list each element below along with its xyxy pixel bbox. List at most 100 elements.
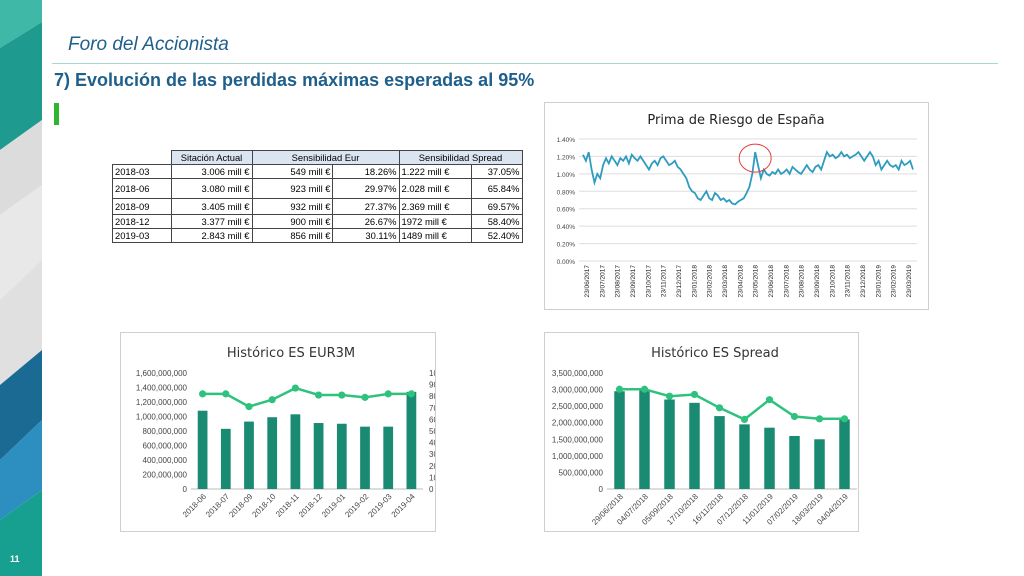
y-tick-label: 3,000,000,000 [552,386,604,395]
x-tick-label: 2019-03 [366,492,394,520]
x-tick-label: 23/06/2017 [584,265,591,298]
table-cell: 27.37% [332,198,400,215]
chart-title: Histórico ES Spread [651,346,779,361]
table-row: 2019-03 2.843 mill € 856 mill € 30.11% 1… [112,228,523,243]
bar [839,419,850,489]
table-cell: 26.67% [332,214,400,229]
y2-tick-label: 10 [429,473,435,482]
line-point [815,415,824,423]
x-tick-label: 23/08/2017 [615,265,622,298]
table-cell: 2.028 mill € [398,178,473,199]
x-tick-label: 23/03/2018 [722,265,729,298]
bar [639,389,650,489]
line-point [665,392,674,400]
x-tick-label: 2018-07 [204,492,232,520]
section-label: Foro del Accionista [68,34,229,55]
bar [739,424,750,489]
line-point [715,404,724,412]
x-tick-label: 23/10/2017 [645,265,652,298]
y2-tick-label: 30 [429,450,435,459]
series-line [619,387,845,421]
y2-tick-label: 60 [429,415,435,424]
table-cell: 3.080 mill € [170,178,253,199]
bar [714,416,725,489]
table-header-cell: Sensibilidad Spread [398,150,523,165]
chart-title: Prima de Riesgo de España [647,113,824,128]
y-tick-label: 500,000,000 [559,468,604,477]
y-tick-label: 0.20% [557,242,576,249]
y-tick-label: 1,000,000,000 [552,452,604,461]
table-header-cell: Sitación Actual [170,150,253,165]
y-tick-label: 1,000,000,000 [136,413,188,422]
bar [406,391,417,489]
x-tick-label: 23/08/2018 [799,265,806,298]
table-cell: 65.84% [471,178,523,199]
table-cell: 18.26% [332,164,400,179]
y-tick-label: 2,500,000,000 [552,402,604,411]
y-tick-label: 0 [183,485,188,494]
table-row: 2018-12 3.377 mill € 900 mill € 26.67% 1… [112,214,523,229]
line-point [361,393,369,401]
y-tick-label: 0.80% [557,189,576,196]
y-tick-label: 200,000,000 [143,471,188,480]
table-cell: 2018-03 [112,164,172,179]
x-tick-label: 23/07/2018 [783,265,790,298]
table-cell: 932 mill € [251,198,334,215]
table-cell: 2.369 mill € [398,198,473,215]
y-tick-label: 1,400,000,000 [136,384,188,393]
line-point [315,391,323,399]
line-point [199,390,207,398]
table-cell: 2018-09 [112,198,172,215]
table-cell: 2018-06 [112,178,172,199]
series-line [582,150,914,206]
line-point [640,385,649,393]
line-point [615,385,624,393]
table-cell: 58.40% [471,214,523,229]
table-cell: 3.377 mill € [170,214,253,229]
table-cell: 3.405 mill € [170,198,253,215]
x-tick-label: 23/10/2018 [829,265,836,298]
y2-tick-label: 100 [429,369,435,378]
x-tick-label: 23/12/2018 [860,265,867,298]
x-tick-label: 2018-09 [227,492,255,520]
y2-tick-label: 40 [429,439,435,448]
x-tick-label: 23/07/2017 [599,265,606,298]
table-header-cell [112,150,171,165]
x-tick-label: 23/09/2018 [814,265,821,298]
line-point [790,412,799,421]
y-tick-label: 1.40% [557,137,576,144]
table-cell: 29.97% [332,178,400,199]
risk-premium-chart-panel: Prima de Riesgo de España 0.00% 0.20% 0.40%… [544,102,929,310]
x-tick-label: 2018-06 [181,492,209,520]
bar [220,428,231,489]
bar [197,410,208,489]
table-cell: 69.57% [471,198,523,215]
y2-tick-label: 20 [429,462,435,471]
table-cell: 923 mill € [251,178,334,199]
risk-premium-chart: Prima de Riesgo de España 0.00% 0.20% 0.40%… [557,113,917,298]
x-tick-label: 2019-02 [343,492,371,520]
table-cell: 1972 mill € [398,214,473,229]
y-tick-label: 1.20% [557,154,576,161]
table-row: 2018-09 3.405 mill € 932 mill € 27.37% 2… [112,198,523,215]
table-cell: 2018-12 [112,214,172,229]
y-tick-label: 2,000,000,000 [552,419,604,428]
bar [664,399,675,489]
y-tick-label: 800,000,000 [143,427,188,436]
bar [814,439,825,489]
header-divider [52,63,998,64]
x-tick-label: 23/05/2018 [753,265,760,298]
bar [789,435,800,489]
y-tick-label: 400,000,000 [143,456,188,465]
bar [614,391,625,489]
y2-tick-label: 0 [429,485,434,494]
bar [336,423,347,489]
x-tick-label: 23/01/2019 [875,265,882,298]
y-tick-label: 600,000,000 [143,442,188,451]
y-tick-label: 0.40% [557,224,576,231]
x-tick-label: 2018-11 [274,492,301,519]
table-cell: 1489 mill € [398,228,473,243]
title-accent-bar [54,103,59,125]
table-cell: 52.40% [471,228,523,243]
table-row: 2018-03 3.006 mill € 549 mill € 18.26% 1… [112,164,523,179]
